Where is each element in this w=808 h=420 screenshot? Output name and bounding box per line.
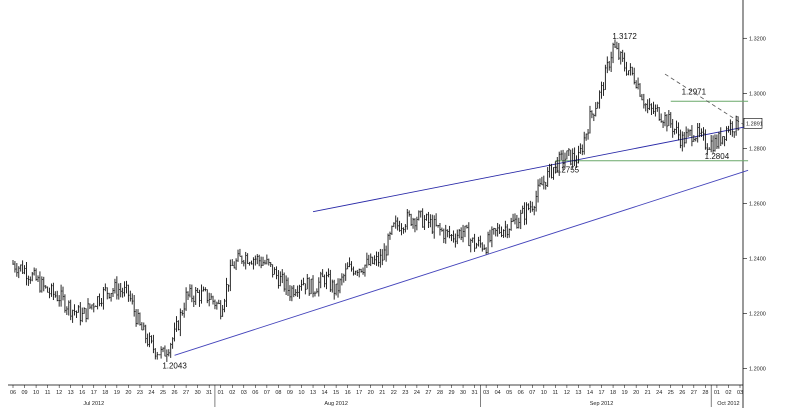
- x-tick-label: 31: [206, 390, 212, 396]
- month-label: Aug 2012: [324, 401, 348, 407]
- month-label: Sep 2012: [590, 401, 614, 407]
- month-label: Jul 2012: [83, 401, 104, 407]
- x-tick-label: 13: [68, 390, 74, 396]
- x-tick-label: 08: [275, 390, 281, 396]
- x-tick-label: 17: [356, 390, 362, 396]
- x-tick-label: 16: [345, 390, 351, 396]
- x-tick-label: 24: [148, 390, 154, 396]
- y-tick-label: 1.3000: [749, 91, 766, 97]
- month-label: Oct 2012: [717, 401, 739, 407]
- price-annotation: 1.2804: [705, 152, 730, 161]
- x-tick-label: 26: [679, 390, 685, 396]
- trendlines: [174, 73, 749, 356]
- x-tick-label: 04: [495, 390, 501, 396]
- y-tick-label: 1.3200: [749, 36, 766, 42]
- x-tick-label: 01: [714, 390, 720, 396]
- x-tick-label: 02: [725, 390, 731, 396]
- x-tick-label: 05: [506, 390, 512, 396]
- x-tick-label: 19: [114, 390, 120, 396]
- x-tick-label: 17: [598, 390, 604, 396]
- x-tick-label: 07: [264, 390, 270, 396]
- x-tick-label: 18: [102, 390, 108, 396]
- x-tick-label: 27: [691, 390, 697, 396]
- x-tick-label: 24: [656, 390, 662, 396]
- x-tick-label: 06: [518, 390, 524, 396]
- x-tick-label: 20: [125, 390, 131, 396]
- x-tick-label: 02: [229, 390, 235, 396]
- y-tick-label: 1.2600: [749, 201, 766, 207]
- x-tick-label: 06: [10, 390, 16, 396]
- price-annotation: 1.2971: [682, 87, 707, 96]
- x-tick-label: 26: [171, 390, 177, 396]
- x-tick-label: 03: [737, 390, 743, 396]
- price-annotation: 1.2043: [162, 362, 187, 371]
- trendline: [312, 125, 749, 213]
- x-tick-label: 22: [391, 390, 397, 396]
- x-tick-label: 25: [160, 390, 166, 396]
- x-tick-label: 12: [564, 390, 570, 396]
- x-tick-label: 20: [633, 390, 639, 396]
- x-tick-label: 28: [437, 390, 443, 396]
- y-tick-label: 1.2200: [749, 311, 766, 317]
- x-tick-label: 31: [472, 390, 478, 396]
- x-tick-label: 11: [553, 390, 559, 396]
- x-tick-label: 12: [56, 390, 62, 396]
- y-tick-label: 1.2400: [749, 256, 766, 262]
- x-tick-label: 21: [645, 390, 651, 396]
- dashed-trendline: [664, 73, 749, 128]
- annotations: 1.2043 1.2755 1.3172 1.2971 1.2804: [162, 32, 729, 371]
- current-price-label: 1.2891: [746, 121, 763, 127]
- x-tick-label: 15: [333, 390, 339, 396]
- x-tick-label: 23: [402, 390, 408, 396]
- x-tick-label: 10: [541, 390, 547, 396]
- x-tick-label: 29: [448, 390, 454, 396]
- x-tick-label: 30: [460, 390, 466, 396]
- x-tick-label: 13: [310, 390, 316, 396]
- y-tick-label: 1.2000: [749, 366, 766, 372]
- chart-frame: [8, 0, 744, 408]
- x-tick-label: 21: [379, 390, 385, 396]
- x-tick-label: 19: [622, 390, 628, 396]
- y-tick-label: 1.2800: [749, 146, 766, 152]
- x-tick-label: 27: [183, 390, 189, 396]
- trendline: [174, 169, 749, 356]
- x-tick-label: 20: [368, 390, 374, 396]
- x-tick-label: 06: [252, 390, 258, 396]
- x-tick-label: 10: [298, 390, 304, 396]
- x-tick-label: 14: [587, 390, 593, 396]
- current-price-box: [743, 118, 763, 129]
- x-tick-label: 18: [610, 390, 616, 396]
- x-tick-label: 13: [575, 390, 581, 396]
- x-tick-label: 14: [322, 390, 328, 396]
- x-tick-label: 24: [414, 390, 420, 396]
- x-tick-label: 03: [483, 390, 489, 396]
- x-tick-label: 03: [241, 390, 247, 396]
- y-axis: 1.2000 1.2200 1.2400 1.2600 1.2800 1.3000 1.32…: [743, 36, 766, 372]
- x-tick-label: 11: [45, 390, 51, 396]
- x-tick-label: 17: [91, 390, 97, 396]
- x-tick-label: 10: [33, 390, 39, 396]
- x-tick-label: 01: [218, 390, 224, 396]
- x-axis: 06 09 10 11 12 13 16 17 18 19 20 23 24 25 26 27 30 31 01 02…: [10, 385, 743, 407]
- horizontal-levels: [555, 100, 749, 162]
- x-tick-label: 28: [702, 390, 708, 396]
- x-tick-label: 07: [529, 390, 535, 396]
- x-tick-label: 23: [137, 390, 143, 396]
- x-tick-label: 09: [287, 390, 293, 396]
- x-tick-label: 30: [195, 390, 201, 396]
- x-tick-label: 16: [79, 390, 85, 396]
- price-annotation: 1.2755: [555, 166, 580, 175]
- price-series: [12, 39, 740, 362]
- price-annotation: 1.3172: [612, 32, 637, 41]
- x-tick-label: 25: [668, 390, 674, 396]
- x-tick-label: 09: [21, 390, 27, 396]
- x-tick-label: 27: [425, 390, 431, 396]
